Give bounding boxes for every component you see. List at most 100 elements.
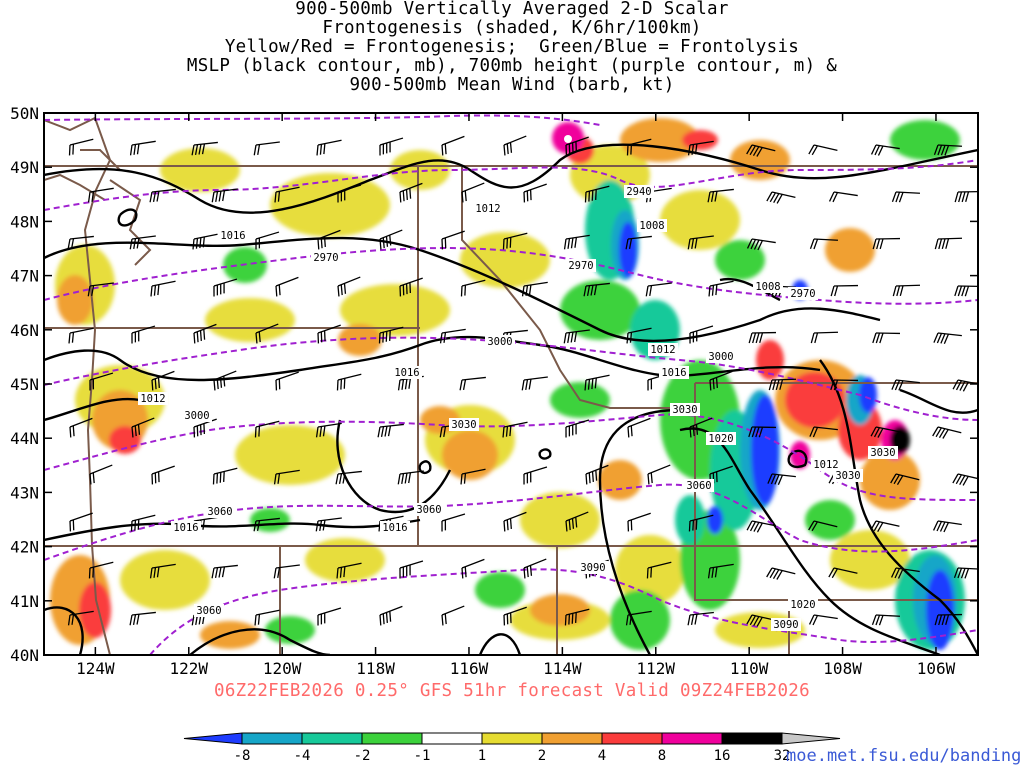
wind-barb <box>707 563 734 579</box>
wind-barb <box>809 238 839 250</box>
lat-label: 42N <box>10 538 39 557</box>
lat-label: 44N <box>10 429 39 448</box>
svg-text:1016: 1016 <box>173 522 198 534</box>
height-contours <box>44 114 978 655</box>
colorbar-box <box>721 732 783 745</box>
wind-barb <box>521 281 548 297</box>
wind-barb <box>709 370 733 391</box>
wind-barb <box>193 323 217 344</box>
svg-text:3090: 3090 <box>773 619 798 631</box>
wind-barb <box>563 234 590 250</box>
wind-barb <box>336 562 362 579</box>
wind-barb <box>460 468 486 485</box>
wind-barb <box>871 614 901 626</box>
height-label: 2970 <box>788 287 818 300</box>
title-line-5: 900-500mb Mean Wind (barb, kt) <box>349 75 675 95</box>
height-label: 3060 <box>414 503 444 516</box>
wind-barb <box>565 419 590 438</box>
colorbar-tick-label: 1 <box>478 748 486 764</box>
wind-barb <box>746 238 776 251</box>
wind-barb <box>870 520 900 532</box>
mslp-label: 1012 <box>648 343 678 356</box>
wind-barb <box>130 514 156 532</box>
lat-label: 47N <box>10 267 39 286</box>
height-label: 3060 <box>194 604 224 617</box>
contour-labels: 1016 1012 1008 1008 1012 1016 1016 1012 … <box>138 185 898 631</box>
svg-text:3030: 3030 <box>672 404 697 416</box>
wind-barb <box>89 464 113 485</box>
wind-barb <box>378 326 404 344</box>
political-borders <box>44 165 978 655</box>
wind-barb <box>131 417 155 438</box>
wind-barb <box>67 610 94 626</box>
wind-barb <box>647 464 671 485</box>
wind-barb <box>767 473 796 486</box>
title-line-4: MSLP (black contour, mb), 700mb height (… <box>186 56 838 76</box>
svg-text:3090: 3090 <box>580 562 605 574</box>
wind-barb <box>828 567 858 579</box>
wind-barb <box>687 235 714 250</box>
lon-label: 108W <box>823 659 862 678</box>
wind-barb <box>399 182 423 203</box>
svg-text:1020: 1020 <box>708 433 733 445</box>
wind-barb <box>808 144 838 156</box>
wind-barb <box>460 279 486 297</box>
wind-barb <box>627 417 651 438</box>
wind-barb <box>315 422 342 438</box>
wind-barb <box>746 520 776 533</box>
wind-barb <box>213 278 238 297</box>
svg-text:3030: 3030 <box>835 470 860 482</box>
svg-text:1016: 1016 <box>220 230 245 242</box>
height-label: 2940 <box>624 185 654 198</box>
wind-barb <box>213 370 237 391</box>
svg-text:2970: 2970 <box>313 252 338 264</box>
wind-barb <box>212 467 238 485</box>
svg-text:3030: 3030 <box>451 419 476 431</box>
lat-label: 50N <box>10 104 39 123</box>
wind-barb <box>830 379 859 391</box>
wind-barb <box>707 188 734 203</box>
svg-text:1016: 1016 <box>382 522 407 534</box>
colorbar-box <box>421 732 483 745</box>
wind-barb <box>934 613 963 626</box>
title-line-3: Yellow/Red = Frontogenesis; Green/Blue =… <box>224 37 800 57</box>
height-label: 3000 <box>182 409 212 422</box>
colorbar-box <box>601 732 663 745</box>
wind-barb <box>892 284 921 297</box>
wind-barb <box>150 280 176 297</box>
colorbar-tick-label: 2 <box>538 748 546 764</box>
svg-text:3060: 3060 <box>207 506 232 518</box>
wind-barb <box>766 567 796 580</box>
lon-label: 120W <box>263 659 302 678</box>
wind-barb <box>810 331 839 344</box>
wind-barb <box>687 140 714 156</box>
colorbar-tick-label: 8 <box>658 748 666 764</box>
wind-barb <box>69 512 93 532</box>
wind-barb <box>934 237 963 250</box>
wind-barb <box>830 284 859 297</box>
wind-barb <box>708 280 734 297</box>
wind-barb <box>129 140 156 156</box>
wind-barb <box>441 605 465 626</box>
lat-label: 45N <box>10 375 39 394</box>
lat-label: 46N <box>10 321 39 340</box>
svg-text:2970: 2970 <box>790 288 815 300</box>
wind-barb <box>88 561 114 579</box>
wind-barb <box>523 558 547 579</box>
title-line-1: 900-500mb Vertically Averaged 2-D Scalar <box>295 0 729 19</box>
wind-barb <box>932 520 962 533</box>
wind-barb <box>503 135 527 156</box>
title-line-2: Frontogenesis (shaded, K/6hr/100km) <box>322 18 702 38</box>
height-label: 3060 <box>684 479 714 492</box>
lon-label: 114W <box>543 659 582 678</box>
wind-barb <box>890 567 920 579</box>
wind-barb <box>625 610 652 626</box>
wind-barb <box>645 282 672 297</box>
wind-barb <box>583 282 610 297</box>
svg-text:1020: 1020 <box>790 599 815 611</box>
forecast-valid-time: 06Z22FEB2026 0.25° GFS 51hr forecast Val… <box>214 681 810 701</box>
height-label: 3000 <box>485 335 515 348</box>
wind-barb <box>151 370 175 391</box>
colorbar-max-arrow <box>781 732 841 745</box>
wind-barb <box>521 376 548 391</box>
